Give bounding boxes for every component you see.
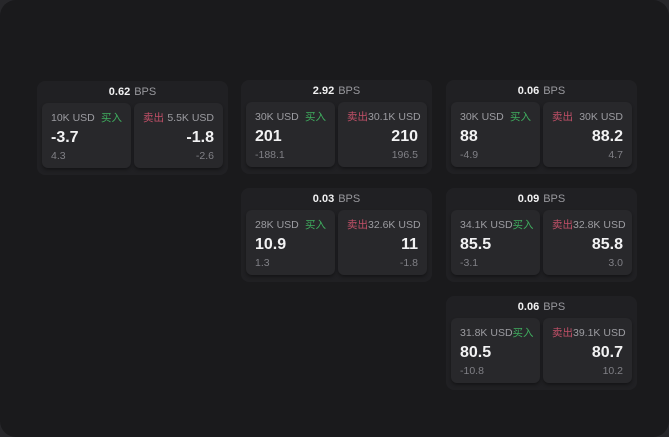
buy-size: 31.8K USD bbox=[460, 326, 513, 339]
sell-price: 88.2 bbox=[591, 128, 623, 145]
quote-panels: 10K USD 买入 -3.7 4.3 卖出 5.5K USD -1.8 -2.… bbox=[37, 103, 228, 168]
sell-price: 80.7 bbox=[591, 344, 623, 361]
quote-panels: 30K USD 买入 88 -4.9 卖出 30K USD 88.2 4.7 bbox=[446, 102, 637, 167]
sell-quote-panel[interactable]: 卖出 32.8K USD 85.8 3.0 bbox=[543, 210, 632, 275]
sell-price: -1.8 bbox=[186, 129, 214, 146]
bps-header: 0.06 BPS bbox=[446, 296, 637, 318]
sell-quote-panel[interactable]: 卖出 30.1K USD 210 196.5 bbox=[338, 102, 427, 167]
bps-value: 0.06 bbox=[517, 301, 540, 313]
buy-quote-panel[interactable]: 30K USD 买入 201 -188.1 bbox=[246, 102, 335, 167]
sell-side-label: 卖出 bbox=[552, 111, 573, 123]
buy-price: 10.9 bbox=[255, 236, 287, 253]
buy-size: 28K USD bbox=[255, 218, 299, 231]
buy-quote-panel[interactable]: 10K USD 买入 -3.7 4.3 bbox=[42, 103, 131, 168]
buy-side-label: 买入 bbox=[512, 219, 534, 231]
buy-size: 30K USD bbox=[255, 110, 299, 123]
bps-value: 0.03 bbox=[312, 193, 335, 205]
bps-header: 0.03 BPS bbox=[241, 188, 432, 210]
sell-delta: -1.8 bbox=[399, 257, 418, 269]
buy-delta: -4.9 bbox=[460, 149, 479, 161]
buy-size: 10K USD bbox=[51, 111, 95, 124]
bps-label: BPS bbox=[543, 85, 566, 97]
bps-label: BPS bbox=[543, 193, 566, 205]
sell-delta: 3.0 bbox=[608, 257, 623, 269]
buy-size: 30K USD bbox=[460, 110, 504, 123]
sell-size: 30K USD bbox=[579, 110, 623, 123]
buy-side-label: 买入 bbox=[305, 219, 326, 231]
sell-side-label: 卖出 bbox=[143, 112, 164, 124]
sell-size: 5.5K USD bbox=[167, 111, 214, 124]
buy-quote-panel[interactable]: 30K USD 买入 88 -4.9 bbox=[451, 102, 540, 167]
sell-quote-panel[interactable]: 卖出 30K USD 88.2 4.7 bbox=[543, 102, 632, 167]
bps-value: 0.62 bbox=[108, 86, 131, 98]
sell-delta: -2.6 bbox=[195, 150, 214, 162]
buy-price: 85.5 bbox=[460, 236, 492, 253]
quote-card: 0.06 BPS 31.8K USD 买入 80.5 -10.8 卖出 39.1… bbox=[446, 296, 637, 390]
quote-card: 0.62 BPS 10K USD 买入 -3.7 4.3 卖出 5.5K USD… bbox=[37, 81, 228, 175]
buy-delta: -10.8 bbox=[460, 365, 484, 377]
buy-quote-panel[interactable]: 31.8K USD 买入 80.5 -10.8 bbox=[451, 318, 540, 383]
bps-label: BPS bbox=[338, 193, 361, 205]
buy-price: -3.7 bbox=[51, 129, 79, 146]
sell-side-label: 卖出 bbox=[552, 219, 573, 231]
quote-panels: 30K USD 买入 201 -188.1 卖出 30.1K USD 210 1… bbox=[241, 102, 432, 167]
bps-header: 2.92 BPS bbox=[241, 80, 432, 102]
quote-card: 0.03 BPS 28K USD 买入 10.9 1.3 卖出 32.6K US… bbox=[241, 188, 432, 282]
buy-price: 201 bbox=[255, 128, 282, 145]
sell-size: 32.8K USD bbox=[573, 218, 626, 231]
buy-side-label: 买入 bbox=[510, 111, 531, 123]
quote-panels: 34.1K USD 买入 85.5 -3.1 卖出 32.8K USD 85.8… bbox=[446, 210, 637, 275]
bps-label: BPS bbox=[134, 86, 157, 98]
sell-side-label: 卖出 bbox=[347, 111, 368, 123]
sell-side-label: 卖出 bbox=[347, 219, 368, 231]
bps-label: BPS bbox=[338, 85, 361, 97]
sell-price: 85.8 bbox=[591, 236, 623, 253]
bps-header: 0.09 BPS bbox=[446, 188, 637, 210]
sell-quote-panel[interactable]: 卖出 32.6K USD 11 -1.8 bbox=[338, 210, 427, 275]
quote-card: 0.06 BPS 30K USD 买入 88 -4.9 卖出 30K USD 8… bbox=[446, 80, 637, 174]
bps-value: 0.09 bbox=[517, 193, 540, 205]
buy-quote-panel[interactable]: 28K USD 买入 10.9 1.3 bbox=[246, 210, 335, 275]
sell-quote-panel[interactable]: 卖出 39.1K USD 80.7 10.2 bbox=[543, 318, 632, 383]
bps-label: BPS bbox=[543, 301, 566, 313]
buy-delta: 4.3 bbox=[51, 150, 66, 162]
sell-delta: 196.5 bbox=[391, 149, 418, 161]
buy-delta: 1.3 bbox=[255, 257, 270, 269]
buy-delta: -188.1 bbox=[255, 149, 285, 161]
bps-value: 0.06 bbox=[517, 85, 540, 97]
buy-price: 88 bbox=[460, 128, 478, 145]
bps-value: 2.92 bbox=[312, 85, 335, 97]
bps-header: 0.62 BPS bbox=[37, 81, 228, 103]
buy-side-label: 买入 bbox=[101, 112, 122, 124]
quote-panels: 28K USD 买入 10.9 1.3 卖出 32.6K USD 11 -1.8 bbox=[241, 210, 432, 275]
bps-header: 0.06 BPS bbox=[446, 80, 637, 102]
buy-size: 34.1K USD bbox=[460, 218, 513, 231]
sell-price: 11 bbox=[401, 236, 418, 253]
sell-delta: 4.7 bbox=[608, 149, 623, 161]
quote-panels: 31.8K USD 买入 80.5 -10.8 卖出 39.1K USD 80.… bbox=[446, 318, 637, 383]
quote-card: 2.92 BPS 30K USD 买入 201 -188.1 卖出 30.1K … bbox=[241, 80, 432, 174]
sell-quote-panel[interactable]: 卖出 5.5K USD -1.8 -2.6 bbox=[134, 103, 223, 168]
buy-quote-panel[interactable]: 34.1K USD 买入 85.5 -3.1 bbox=[451, 210, 540, 275]
buy-delta: -3.1 bbox=[460, 257, 479, 269]
sell-delta: 10.2 bbox=[602, 365, 623, 377]
quote-card: 0.09 BPS 34.1K USD 买入 85.5 -3.1 卖出 32.8K… bbox=[446, 188, 637, 282]
sell-price: 210 bbox=[391, 128, 418, 145]
sell-size: 30.1K USD bbox=[368, 110, 421, 123]
sell-side-label: 卖出 bbox=[552, 327, 573, 339]
sell-size: 32.6K USD bbox=[368, 218, 421, 231]
sell-size: 39.1K USD bbox=[573, 326, 626, 339]
buy-side-label: 买入 bbox=[305, 111, 326, 123]
buy-price: 80.5 bbox=[460, 344, 492, 361]
buy-side-label: 买入 bbox=[512, 327, 534, 339]
